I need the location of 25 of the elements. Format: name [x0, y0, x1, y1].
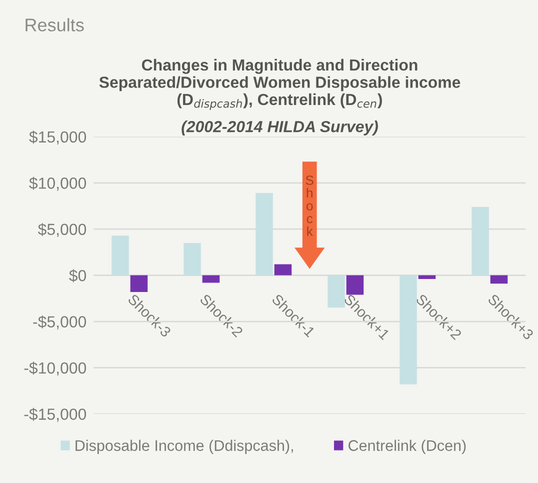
bar	[202, 275, 220, 283]
bar	[130, 275, 148, 292]
y-tick-label: -$10,000	[24, 362, 86, 376]
bar	[112, 236, 129, 276]
legend-label: Disposable Income (Ddispcash),	[76, 440, 293, 454]
y-tick-label: $5,000	[38, 223, 86, 237]
chart-title: Changes in Magnitude and Direction Separated/Divorced Women Disposable income (D$_{dispcash}$), Centrelink (D$_{cen}$)	[99, 58, 460, 110]
y-tick-label: -$15,000	[24, 408, 86, 422]
chart-subtitle: (2002-2014 HILDA Survey)	[182, 120, 378, 136]
bar	[274, 264, 292, 276]
y-tick-label: -$5,000	[33, 315, 86, 330]
text: Results	[26, 18, 84, 32]
bar	[328, 275, 345, 308]
y-tick-label: $0	[69, 269, 86, 282]
bar	[472, 206, 489, 276]
bar	[400, 275, 417, 384]
bar	[256, 193, 273, 276]
legend-label: Centrelink (Dcen)	[348, 440, 466, 454]
bar	[490, 275, 508, 284]
y-tick-label: $15,000	[29, 130, 86, 145]
annotation: Shock	[306, 176, 314, 236]
bar	[184, 242, 201, 276]
y-tick-label: $10,000	[29, 176, 86, 191]
bar	[418, 275, 436, 280]
bar	[346, 275, 364, 295]
